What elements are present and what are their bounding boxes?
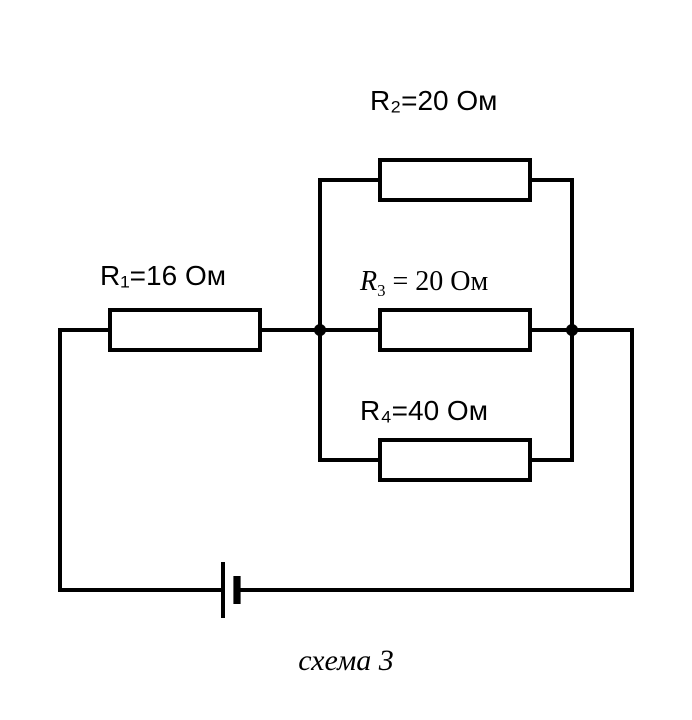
resistor-r4 xyxy=(380,440,530,480)
caption: схема 3 xyxy=(298,644,393,677)
resistor-r3 xyxy=(380,310,530,350)
label-r3: R3 = 20 Ом xyxy=(359,266,489,300)
resistor-r2 xyxy=(380,160,530,200)
node-a xyxy=(314,324,326,336)
label-r4: R₄=40 Ом xyxy=(360,395,488,426)
node-b xyxy=(566,324,578,336)
label-r1: R₁=16 Ом xyxy=(100,260,226,291)
resistor-r1 xyxy=(110,310,260,350)
label-r2: R₂=20 Ом xyxy=(370,85,497,116)
